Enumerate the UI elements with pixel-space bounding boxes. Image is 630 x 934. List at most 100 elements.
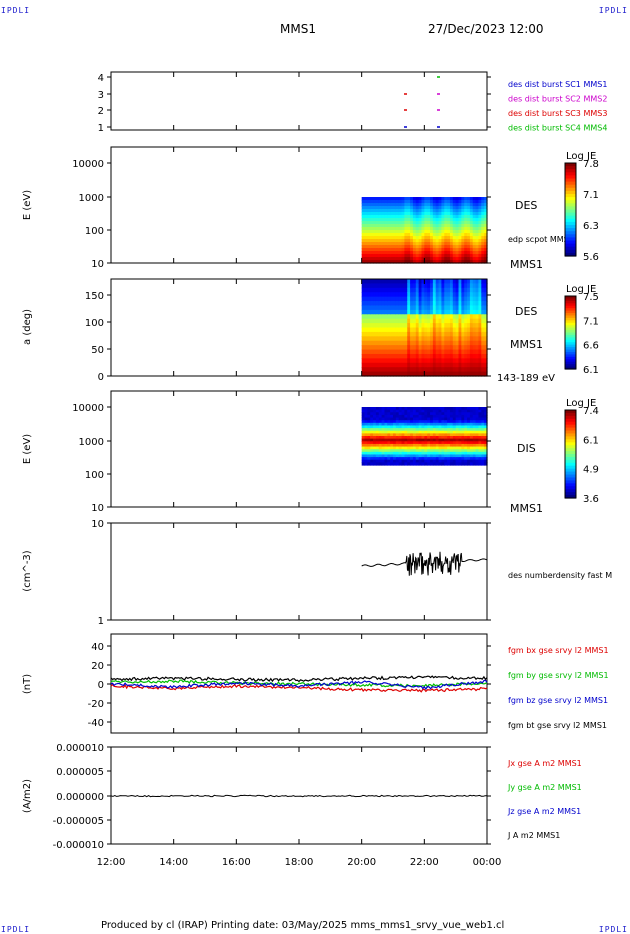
des-energy-spectrogram-cell xyxy=(427,209,431,213)
des-pitch-spectrogram-cell xyxy=(472,318,477,324)
dis-energy-spectrogram-cell xyxy=(407,414,411,419)
dis-energy-spectrogram-cell xyxy=(472,454,477,458)
des-energy-spectrogram-cell xyxy=(378,254,383,258)
des-energy-spectrogram-cell xyxy=(435,242,440,246)
des-energy-spectrogram-cell xyxy=(364,227,368,231)
des-pitch-spectrogram-cell xyxy=(432,336,437,342)
dis-energy-spectrogram-cell xyxy=(404,407,408,411)
des-energy-spectrogram-cell xyxy=(390,245,394,249)
des-pitch-spectrogram-cell xyxy=(464,358,468,364)
des-pitch-spectrogram-cell xyxy=(438,318,443,324)
des-pitch-colorbar-cell xyxy=(565,339,576,343)
dis-energy-spectrogram-cell xyxy=(407,433,411,437)
dis-energy-spectrogram-cell xyxy=(484,417,488,421)
dis-energy-spectrogram-cell xyxy=(458,457,462,461)
des-energy-spectrogram-cell xyxy=(381,260,386,264)
des-energy-spectrogram-cell xyxy=(464,224,468,228)
dis-energy-spectrogram-cell xyxy=(398,451,403,456)
des-pitch-spectrogram-cell xyxy=(464,314,468,320)
des-energy-colorbar-cell xyxy=(565,249,576,254)
des-energy-spectrogram-cell xyxy=(361,233,366,237)
dis-energy-spectrogram-cell xyxy=(404,417,408,421)
des-pitch-spectrogram-cell xyxy=(373,367,377,373)
dis-energy-spectrogram-cell xyxy=(452,443,457,448)
dis-energy-spectrogram-cell xyxy=(452,462,457,466)
des-energy-spectrogram-cell xyxy=(464,245,468,249)
des-pitch-spectrogram-cell xyxy=(432,345,437,351)
dis-energy-spectrogram-cell xyxy=(467,414,471,419)
dis-energy-spectrogram-cell xyxy=(461,436,465,440)
des-pitch-spectrogram-cell xyxy=(432,314,437,320)
des-energy-spectrogram-cell xyxy=(449,203,454,207)
des-energy-spectrogram-cell xyxy=(398,242,403,246)
dis-energy-spectrogram-cell xyxy=(430,438,434,442)
dis-energy-spectrogram-cell xyxy=(375,420,380,424)
des-pitch-spectrogram-cell xyxy=(407,362,411,368)
dis-energy-spectrogram-cell xyxy=(438,438,443,442)
dis-energy-spectrogram-cell xyxy=(373,443,377,448)
des-pitch-spectrogram-cell xyxy=(447,287,451,293)
des-pitch-spectrogram-cell xyxy=(447,292,451,298)
des-energy-spectrogram-cell xyxy=(464,233,468,237)
dis-energy-colorbar-cell xyxy=(565,430,576,435)
des-pitch-spectrogram-cell xyxy=(444,318,448,324)
des-energy-spectrogram-cell xyxy=(435,245,440,249)
des-pitch-spectrogram-cell xyxy=(427,323,431,329)
dis-energy-spectrogram-cell xyxy=(481,414,485,419)
dis-energy-spectrogram-cell xyxy=(412,412,417,416)
dis-energy-spectrogram-cell xyxy=(484,449,488,453)
dis-energy-spectrogram-cell xyxy=(469,457,474,461)
dis-energy-spectrogram-cell xyxy=(381,441,386,445)
des-energy-spectrogram-cell xyxy=(387,209,391,213)
des-energy-spectrogram-cell xyxy=(452,203,457,207)
dis-energy-spectrogram-cell xyxy=(418,438,423,442)
dis-energy-spectrogram-cell xyxy=(412,446,417,450)
des-pitch-spectrogram-cell xyxy=(421,309,425,315)
des-energy-spectrogram-cell xyxy=(410,224,414,228)
dis-energy-colorbar-cell xyxy=(565,424,576,429)
des-pitch-spectrogram-cell xyxy=(461,362,465,368)
des-pitch-spectrogram-cell xyxy=(424,349,428,355)
dis-energy-spectrogram-cell xyxy=(384,422,388,427)
des-pitch-spectrogram-cell xyxy=(375,323,380,329)
des-pitch-spectrogram-cell xyxy=(418,367,423,373)
des-pitch-spectrogram-cell xyxy=(452,318,457,324)
dis-energy-spectrogram-cell xyxy=(390,420,394,424)
des-energy-spectrogram-cell xyxy=(412,227,417,231)
des-pitch-spectrogram-cell xyxy=(427,371,431,377)
des-energy-spectrogram-cell xyxy=(458,257,462,261)
des-pitch-spectrogram-cell xyxy=(452,340,457,346)
dis-energy-spectrogram-cell xyxy=(407,409,411,413)
des-energy-spectrogram-cell xyxy=(404,254,408,258)
dis-energy-spectrogram-cell xyxy=(455,449,460,453)
dis-energy-spectrogram-cell xyxy=(375,428,380,432)
dis-energy-spectrogram-cell xyxy=(424,449,428,453)
des-pitch-spectrogram-cell xyxy=(478,367,482,373)
des-energy-spectrogram-cell xyxy=(441,248,445,252)
des-pitch-spectrogram-cell xyxy=(381,296,386,302)
des-energy-spectrogram-cell xyxy=(398,209,403,213)
dis-energy-spectrogram-cell xyxy=(412,457,417,461)
des-energy-y-tick-label: 100 xyxy=(85,226,104,237)
des-pitch-spectrogram-cell xyxy=(478,345,482,351)
des-energy-spectrogram-cell xyxy=(370,254,374,258)
des-pitch-spectrogram-cell xyxy=(441,279,445,285)
des-pitch-label-sc: MMS1 xyxy=(510,338,543,351)
dis-energy-spectrogram-cell xyxy=(370,449,374,453)
des-energy-spectrogram-cell xyxy=(395,203,400,207)
dis-energy-spectrogram-cell xyxy=(387,451,391,456)
dis-energy-spectrogram-cell xyxy=(390,409,394,413)
dis-energy-spectrogram-cell xyxy=(361,441,366,445)
des-energy-spectrogram-cell xyxy=(475,209,480,213)
des-energy-spectrogram-cell xyxy=(472,218,477,222)
des-pitch-spectrogram-cell xyxy=(427,345,431,351)
des-energy-colorbar-cell xyxy=(565,200,576,204)
des-pitch-spectrogram-cell xyxy=(438,331,443,337)
dis-energy-spectrogram-cell xyxy=(407,451,411,456)
dis-energy-spectrogram-cell xyxy=(469,438,474,442)
dis-energy-spectrogram-cell xyxy=(410,449,414,453)
des-energy-spectrogram-cell xyxy=(384,260,388,264)
des-energy-spectrogram-cell xyxy=(444,221,448,225)
des-pitch-spectrogram-cell xyxy=(447,305,451,311)
des-energy-spectrogram-cell xyxy=(441,257,445,261)
